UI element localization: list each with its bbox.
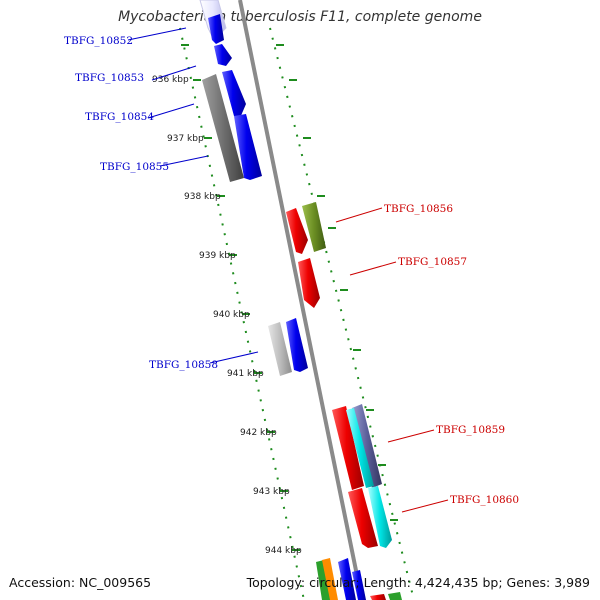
gene-label-tbfg-10853[interactable]: TBFG_10853 bbox=[75, 72, 144, 84]
gene-feature-tbfg-10854[interactable] bbox=[222, 70, 246, 118]
gene-label-tbfg-10857[interactable]: TBFG_10857 bbox=[398, 256, 467, 268]
gene-label-tbfg-10856[interactable]: TBFG_10856 bbox=[384, 203, 453, 215]
gene-feature-gray-large[interactable] bbox=[202, 74, 244, 182]
tick-label-943: 943 kbp bbox=[253, 487, 290, 497]
tick-label-937: 937 kbp bbox=[167, 134, 204, 144]
outer-track-boundary bbox=[269, 27, 415, 600]
gene-label-tbfg-10860[interactable]: TBFG_10860 bbox=[450, 494, 519, 506]
gene-label-tbfg-10854[interactable]: TBFG_10854 bbox=[85, 111, 154, 123]
gene-feature-red-936[interactable] bbox=[286, 208, 308, 254]
gene-feature-bottom-blue[interactable] bbox=[338, 558, 356, 600]
gene-feature-cyan-top[interactable] bbox=[346, 408, 374, 488]
gene-label-tbfg-10855[interactable]: TBFG_10855 bbox=[100, 161, 169, 173]
tick-label-942: 942 kbp bbox=[240, 428, 277, 438]
tick-label-939: 939 kbp bbox=[199, 251, 236, 261]
gene-feature-tbfg-10859[interactable] bbox=[332, 406, 364, 490]
accession-text: Accession: NC_009565 bbox=[9, 575, 152, 590]
gene-label-tbfg-10859[interactable]: TBFG_10859 bbox=[436, 424, 505, 436]
genome-summary-text: Topology: circular; Length: 4,424,435 bp… bbox=[246, 575, 590, 590]
tick-label-936: 936 kbp bbox=[152, 75, 189, 85]
gene-feature-tbfg-10853[interactable] bbox=[214, 44, 232, 66]
gene-feature-tbfg-10858[interactable] bbox=[286, 318, 308, 372]
gene-feature-tbfg-10856[interactable] bbox=[302, 202, 326, 252]
gene-feature-top-blue[interactable] bbox=[208, 14, 224, 44]
gene-feature-tbfg-10857[interactable] bbox=[298, 258, 320, 308]
gene-features bbox=[199, 0, 402, 600]
gene-feature-tbfg-10855[interactable] bbox=[234, 114, 262, 180]
gene-feature-bottom-blue-2[interactable] bbox=[352, 570, 366, 600]
genome-backbone bbox=[238, 0, 364, 600]
gene-feature-bottom-red[interactable] bbox=[370, 594, 386, 600]
gene-label-tbfg-10858[interactable]: TBFG_10858 bbox=[149, 359, 218, 371]
tick-label-940: 940 kbp bbox=[213, 310, 250, 320]
gene-feature-red-lower[interactable] bbox=[348, 488, 378, 548]
gene-feature-tbfg-10858-gray[interactable] bbox=[268, 322, 292, 376]
gene-feature-bottom-orange[interactable] bbox=[322, 558, 338, 600]
gene-feature-tbfg-10860[interactable] bbox=[368, 486, 392, 548]
tick-label-944: 944 kbp bbox=[265, 546, 302, 556]
label-leader-lines bbox=[127, 27, 449, 513]
gene-label-tbfg-10852[interactable]: TBFG_10852 bbox=[64, 35, 133, 47]
tick-label-941: 941 kbp bbox=[227, 369, 264, 379]
gene-feature-slate[interactable] bbox=[352, 404, 382, 488]
gene-feature-bottom-green-2[interactable] bbox=[388, 592, 402, 600]
outer-tick-marks bbox=[276, 44, 398, 521]
kbp-tick-marks bbox=[181, 44, 300, 551]
tick-label-938: 938 kbp bbox=[184, 192, 221, 202]
